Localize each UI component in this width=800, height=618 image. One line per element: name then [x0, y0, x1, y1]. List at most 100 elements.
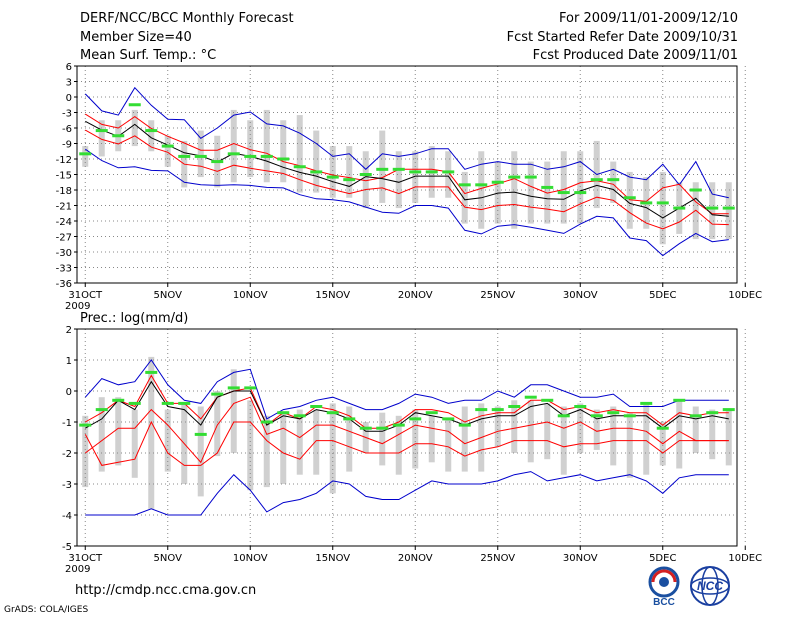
prec-member-range-bar	[511, 400, 518, 453]
prec-observed-marker	[277, 411, 290, 415]
prec-observed-marker	[310, 405, 323, 408]
temp-observed-marker	[359, 173, 372, 176]
prec-member-range-bar	[445, 418, 452, 472]
prec-observed-marker	[161, 401, 174, 405]
temp-y-tick-label: -6	[62, 124, 72, 135]
prec-x-tick-label: 5DEC	[649, 553, 676, 564]
temp-member-range-bar	[626, 171, 633, 229]
prec-line-lower	[84, 396, 729, 464]
prec-observed-marker	[95, 408, 108, 412]
temp-member-range-bar	[709, 182, 716, 240]
prec-plot-frame	[76, 328, 738, 547]
prec-x-tick-label: 10NOV	[233, 553, 268, 564]
temp-y-tick-label: 0	[66, 93, 72, 104]
temp-observed-marker	[442, 170, 455, 174]
temp-member-range-bar	[659, 171, 666, 245]
temp-observed-marker	[623, 196, 636, 200]
prec-observed-marker	[574, 405, 587, 408]
prec-observed-marker	[409, 417, 422, 421]
temp-member-range-bar	[329, 146, 336, 198]
temp-observed-marker	[326, 175, 339, 179]
prec-panel-title: Prec.: log(mm/d)	[80, 311, 188, 326]
prec-observed-marker	[623, 414, 636, 418]
prec-member-range-bar	[346, 406, 353, 472]
temp-member-range-bar	[98, 120, 105, 157]
prec-observed-marker	[508, 405, 521, 408]
temp-observed-marker	[607, 178, 620, 182]
temp-observed-marker	[227, 152, 240, 156]
prec-observed-marker	[343, 417, 356, 421]
temp-observed-marker	[590, 178, 603, 182]
temp-observed-marker	[95, 129, 108, 133]
ncc-logo-icon: NCC	[690, 566, 730, 606]
prec-observed-marker	[640, 401, 653, 405]
temp-member-range-bar	[395, 151, 402, 209]
temp-observed-marker	[475, 183, 488, 187]
prec-member-range-bar	[98, 397, 105, 472]
temp-y-tick-label: -33	[56, 264, 72, 275]
temp-x-tick-label: 30NOV	[563, 290, 598, 301]
prec-x-tick-label: 10DEC	[728, 553, 762, 564]
prec-observed-marker	[673, 398, 686, 402]
temp-observed-marker	[722, 206, 735, 210]
bcc-logo-text: BCC	[653, 597, 675, 607]
temp-observed-marker	[491, 180, 504, 184]
temp-observed-marker	[211, 160, 224, 164]
prec-line-lowest	[84, 420, 729, 466]
temp-member-range-bar	[445, 151, 452, 198]
prec-x-year-label: 2009	[65, 564, 90, 575]
temp-observed-marker	[458, 183, 471, 187]
prec-member-range-bar	[527, 400, 534, 463]
temp-x-tick-label: 20NOV	[398, 290, 433, 301]
temp-member-range-bar	[511, 151, 518, 229]
temp-y-tick-label: -3	[62, 109, 72, 120]
prec-member-range-bar	[115, 397, 122, 466]
prec-observed-marker	[211, 392, 224, 396]
temp-observed-marker	[508, 175, 521, 179]
temp-y-tick-label: 6	[66, 62, 72, 73]
prec-member-range-bar	[692, 406, 699, 453]
prec-member-range-bar	[379, 412, 386, 466]
prec-member-range-bar	[395, 415, 402, 475]
temp-observed-marker	[277, 157, 290, 161]
prec-observed-marker	[475, 408, 488, 412]
chart-title: DERF/NCC/BCC Monthly Forecast	[80, 11, 294, 26]
temp-member-range-bar	[82, 146, 89, 167]
prec-x-tick-label: 25NOV	[480, 553, 515, 564]
temp-y-tick-label: -9	[62, 140, 72, 151]
forecast-start-date: Fcst Started Refer Date 2009/10/31	[506, 30, 738, 45]
prec-y-tick-label: -4	[62, 511, 72, 522]
prec-member-range-bar	[577, 403, 584, 453]
prec-line-min	[85, 471, 729, 516]
forecast-period: For 2009/11/01-2009/12/10	[559, 11, 738, 26]
temp-observed-marker	[112, 134, 125, 138]
prec-member-range-bar	[214, 391, 221, 457]
temp-x-tick-label: 15NOV	[315, 290, 350, 301]
prec-member-range-bar	[412, 409, 419, 469]
prec-member-range-bar	[643, 403, 650, 475]
temp-x-tick-label: 5DEC	[649, 290, 676, 301]
temp-member-range-bar	[725, 182, 732, 240]
temp-member-range-bar	[560, 151, 567, 224]
prec-x-tick-label: 31OCT	[68, 553, 103, 564]
prec-observed-marker	[112, 398, 125, 402]
temp-x-year-label: 2009	[65, 301, 90, 312]
prec-x-tick-label: 30NOV	[563, 553, 598, 564]
source-url[interactable]: http://cmdp.ncc.cma.gov.cn	[75, 583, 257, 598]
prec-observed-marker	[227, 386, 240, 390]
prec-y-tick-label: -5	[62, 542, 72, 553]
temp-observed-marker	[524, 175, 537, 179]
prec-member-range-bar	[131, 409, 138, 478]
prec-member-range-bar	[676, 400, 683, 469]
temp-observed-marker	[293, 165, 306, 169]
temp-observed-marker	[392, 167, 405, 171]
temp-observed-marker	[557, 191, 570, 195]
temp-x-tick-label: 10NOV	[233, 290, 268, 301]
prec-member-range-bar	[296, 409, 303, 475]
temp-plot-frame	[76, 65, 738, 284]
temp-member-range-bar	[263, 109, 270, 183]
temp-member-range-bar	[313, 130, 320, 193]
temp-member-range-bar	[577, 151, 584, 224]
temp-y-tick-label: -24	[56, 217, 72, 228]
prec-member-range-bar	[148, 356, 155, 509]
